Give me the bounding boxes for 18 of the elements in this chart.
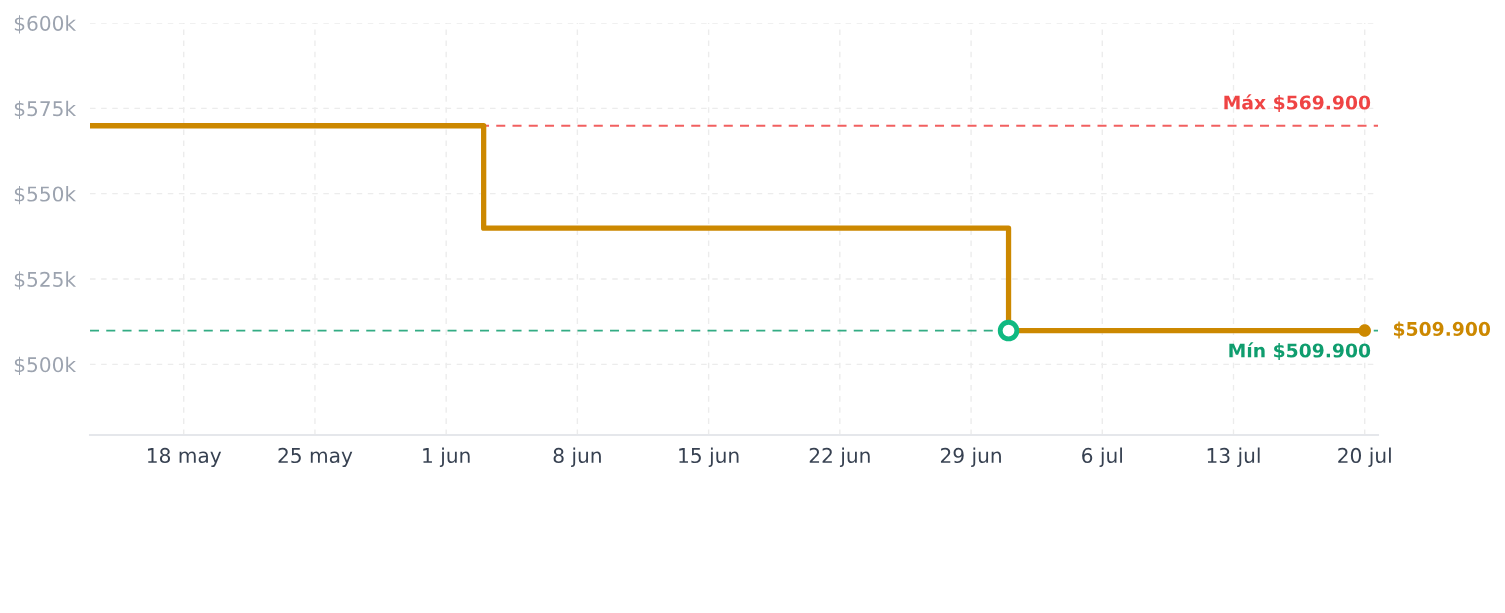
x-tick-label: 25 may	[278, 447, 353, 467]
x-tick-label: 15 jun	[679, 447, 739, 467]
y-tick-label: $550k	[14, 186, 77, 205]
x-tick-label: 20 jul	[1338, 447, 1391, 467]
x-tick-label: 6 jul	[1082, 447, 1122, 467]
x-tick-label: 29 jun	[940, 447, 1001, 467]
y-tick-label: $500k	[14, 356, 77, 375]
ref-line-label: Mín $509.900	[1229, 342, 1371, 361]
x-tick-label: 8 jun	[553, 447, 601, 467]
x-tick-label: 18 may	[147, 447, 222, 467]
y-tick-label: $600k	[14, 15, 77, 34]
y-tick-label: $575k	[14, 100, 77, 119]
y-tick-label: $525k	[14, 271, 77, 290]
data-label: $509.900	[1393, 321, 1491, 339]
ref-line-label: Máx $569.900	[1224, 94, 1371, 113]
x-tick-label: 1 jun	[423, 447, 470, 467]
x-tick-label: 13 jul	[1207, 447, 1260, 467]
x-tick-label: 22 jun	[809, 447, 870, 467]
